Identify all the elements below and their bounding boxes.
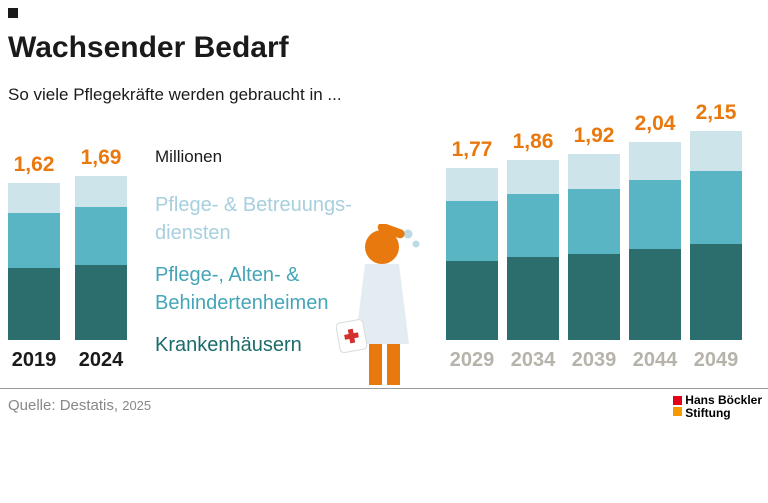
source-note: Quelle: Destatis, 2025 (8, 397, 151, 414)
bar-year-label: 2024 (78, 349, 124, 371)
bar-segment-krankenhaeuser (8, 267, 60, 340)
bar-segment-heime (629, 179, 681, 249)
bar-group-past: 1,62 2019 1,69 2024 (8, 146, 127, 371)
bar-segment-dienste (75, 176, 127, 208)
bar-segment-krankenhaeuser (507, 257, 559, 340)
bar-segment-heime (75, 207, 127, 265)
figure-coat (355, 264, 409, 344)
bar-value-label: 1,69 (80, 146, 122, 169)
legend-item-betreuungsdienste: Pflege- & Betreuungs- diensten (155, 191, 352, 247)
bar-segment-heime (690, 170, 742, 244)
bar-2044: 2,04 2044 (629, 112, 681, 371)
legend: Millionen Pflege- & Betreuungs- diensten… (155, 147, 352, 373)
figure-leg (369, 344, 382, 385)
bar-2019: 1,62 2019 (8, 153, 60, 371)
bar-year-label: 2029 (449, 349, 495, 371)
red-cross-icon (344, 332, 359, 340)
bar-segment-krankenhaeuser (568, 254, 620, 340)
bar-stack (8, 183, 60, 340)
sweat-drop-icon (412, 240, 420, 248)
bar-segment-heime (507, 194, 559, 258)
bar-value-label: 1,62 (13, 153, 55, 176)
bar-value-label: 1,77 (451, 138, 493, 161)
bar-2049: 2,15 2049 (690, 101, 742, 371)
bar-segment-dienste (446, 167, 498, 201)
subtitle: So viele Pflegekräfte werden gebraucht i… (8, 85, 342, 104)
bar-segment-krankenhaeuser (446, 260, 498, 340)
bar-segment-heime (8, 212, 60, 268)
legend-item-krankenhaeuser: Krankenhäusern (155, 331, 352, 359)
bar-segment-krankenhaeuser (629, 248, 681, 340)
bar-group-future: 1,77 2029 1,86 2034 1,92 2039 2,04 2044 2,15 2049 (446, 101, 742, 371)
bar-year-label: 2019 (11, 349, 57, 371)
bar-year-label: 2044 (632, 349, 678, 371)
bar-stack (446, 167, 498, 340)
bar-segment-dienste (8, 183, 60, 213)
bar-segment-dienste (629, 142, 681, 180)
legend-line: Behindertenheimen (155, 292, 329, 314)
bar-2034: 1,86 2034 (507, 130, 559, 371)
chart-area: 1,62 2019 1,69 2024 1,77 2029 1,86 2034 1,92 203… (8, 101, 742, 371)
hbs-logo: Hans Böckler Stiftung (673, 394, 762, 420)
bar-year-label: 2034 (510, 349, 556, 371)
legend-line: Krankenhäusern (155, 334, 302, 356)
bar-segment-dienste (568, 154, 620, 190)
logo-line-1: Hans Böckler (685, 393, 762, 407)
corner-mark (8, 8, 18, 18)
bar-value-label: 2,04 (634, 112, 676, 135)
source-text: Quelle: Destatis, (8, 397, 119, 414)
bar-value-label: 1,92 (573, 124, 615, 147)
sweat-drop-icon (403, 229, 413, 239)
legend-line: Pflege- & Betreuungs- (155, 194, 352, 216)
bar-year-label: 2049 (693, 349, 739, 371)
bar-segment-krankenhaeuser (690, 243, 742, 340)
bar-stack (75, 176, 127, 340)
logo-marks (673, 394, 683, 416)
bar-value-label: 2,15 (695, 101, 737, 124)
footer-divider (0, 388, 768, 389)
logo-line-2: Stiftung (685, 406, 731, 420)
bar-2029: 1,77 2029 (446, 138, 498, 371)
figure-leg (387, 344, 400, 385)
figure-arm (377, 222, 405, 239)
bar-year-label: 2039 (571, 349, 617, 371)
legend-line: diensten (155, 222, 231, 244)
legend-unit-label: Millionen (155, 147, 223, 166)
source-year: 2025 (122, 398, 152, 413)
logo-text: Hans Böckler Stiftung (685, 394, 762, 420)
bar-2039: 1,92 2039 (568, 124, 620, 371)
logo-red-mark (673, 396, 683, 405)
nurse-illustration-svg (335, 222, 420, 385)
bar-stack (507, 160, 559, 340)
bar-stack (568, 154, 620, 340)
bar-2024: 1,69 2024 (75, 146, 127, 371)
bar-segment-dienste (507, 160, 559, 195)
legend-line: Pflege-, Alten- & (155, 264, 300, 286)
legend-item-heime: Pflege-, Alten- & Behindertenheimen (155, 261, 352, 317)
bar-segment-heime (446, 200, 498, 261)
bar-segment-krankenhaeuser (75, 264, 127, 340)
logo-orange-mark (673, 407, 683, 416)
bar-stack (690, 131, 742, 340)
bar-stack (629, 142, 681, 340)
bar-value-label: 1,86 (512, 130, 554, 153)
bar-segment-heime (568, 189, 620, 255)
figure-head (365, 230, 399, 264)
nurse-illustration (335, 222, 440, 393)
page-title: Wachsender Bedarf (8, 31, 289, 64)
medical-bag (335, 319, 368, 354)
bar-segment-dienste (690, 131, 742, 171)
